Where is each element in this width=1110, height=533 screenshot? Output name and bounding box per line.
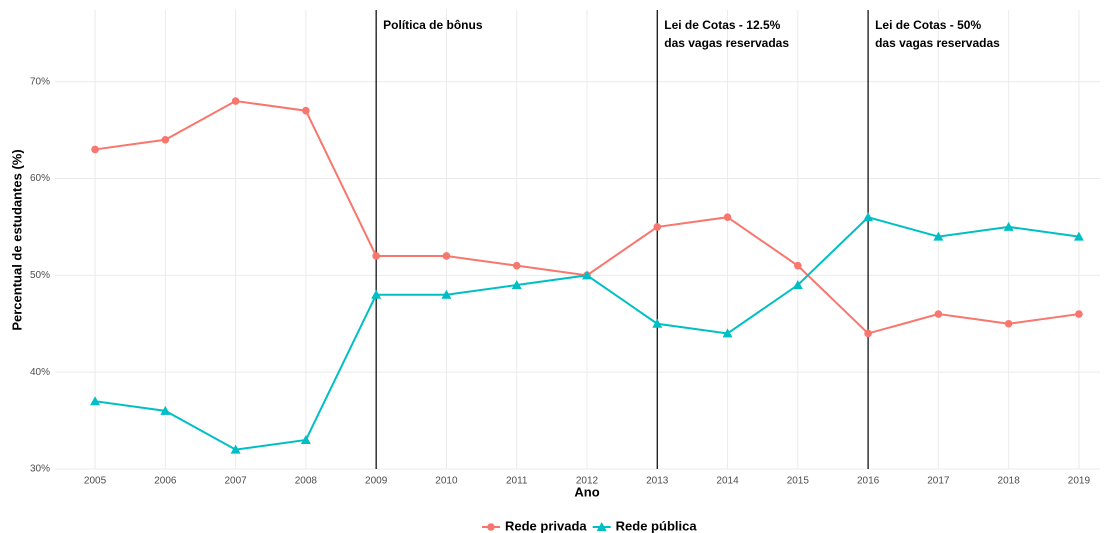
point	[442, 252, 451, 260]
x-tick-label: 2006	[154, 476, 177, 487]
point	[722, 328, 733, 338]
point	[441, 289, 452, 299]
x-tick-label: 2008	[295, 476, 318, 487]
y-axis-title: Percentual de estudantes (%)	[9, 149, 24, 330]
point	[230, 444, 241, 454]
y-tick-label: 70%	[30, 76, 50, 87]
point	[723, 213, 732, 222]
x-axis-title: Ano	[574, 484, 599, 499]
point	[161, 135, 170, 144]
x-tick-label: 2018	[998, 476, 1021, 487]
x-tick-label: 2017	[927, 476, 950, 487]
x-tick-label: 2007	[224, 476, 247, 487]
legend-item: Rede privada	[482, 518, 587, 533]
point	[511, 280, 522, 290]
point	[512, 261, 521, 270]
annotation-text: das vagas reservadas	[875, 36, 1000, 50]
point	[581, 270, 592, 280]
point	[1003, 221, 1014, 231]
y-tick-label: 60%	[30, 173, 50, 184]
x-tick-label: 2013	[646, 476, 669, 487]
x-tick-label: 2019	[1068, 476, 1091, 487]
point	[231, 97, 240, 105]
legend-marker	[596, 522, 607, 531]
annotation-text: Lei de Cotas - 12.5%	[664, 18, 780, 32]
legend-item: Rede pública	[592, 518, 698, 533]
x-tick-label: 2011	[506, 476, 528, 487]
x-tick-label: 2010	[435, 476, 458, 487]
point	[91, 145, 99, 154]
x-tick-label: 2012	[576, 476, 599, 487]
x-tick-label: 2009	[365, 476, 388, 487]
annotation-text: Lei de Cotas - 50%	[875, 18, 981, 32]
point	[1075, 310, 1083, 318]
y-tick-label: 50%	[30, 270, 50, 281]
point	[302, 106, 310, 115]
point	[160, 405, 171, 415]
x-tick-label: 2016	[857, 476, 880, 487]
point	[652, 318, 663, 328]
annotation-text: Política de bônus	[383, 18, 483, 32]
legend-marker	[487, 523, 495, 531]
point	[90, 396, 101, 406]
legend-label: Rede privada	[505, 518, 587, 533]
point	[933, 231, 944, 241]
point	[372, 252, 380, 260]
point	[794, 261, 802, 270]
x-tick-label: 2005	[84, 476, 107, 487]
point	[300, 434, 311, 444]
point	[1073, 231, 1084, 241]
y-tick-label: 40%	[30, 367, 50, 378]
point	[934, 310, 943, 318]
legend-label: Rede pública	[616, 518, 698, 533]
point	[1004, 319, 1013, 328]
point	[653, 223, 662, 231]
point	[864, 329, 872, 338]
point	[863, 212, 874, 222]
x-tick-label: 2015	[787, 476, 810, 487]
y-tick-label: 30%	[30, 464, 50, 475]
point	[792, 280, 803, 290]
point	[371, 289, 382, 299]
annotation-text: das vagas reservadas	[664, 36, 789, 50]
x-tick-label: 2014	[716, 476, 739, 487]
